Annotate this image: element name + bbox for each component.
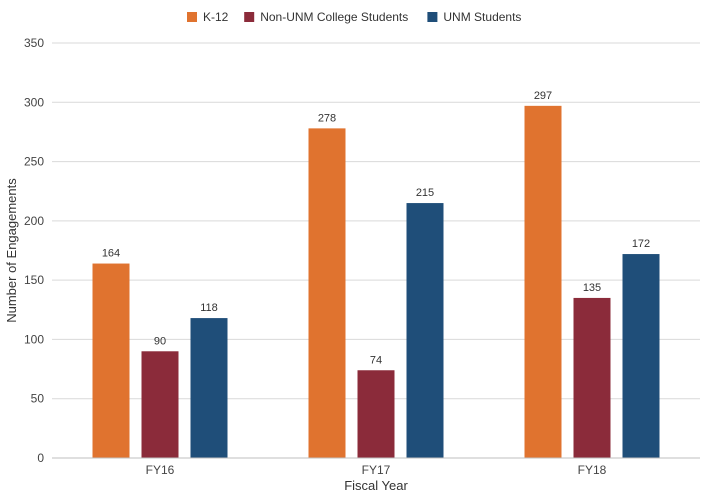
data-label: 215: [416, 187, 434, 199]
y-axis-ticks: 0 50 100 150 200 250 300 350: [24, 36, 44, 465]
legend-item: Non-UNM College Students: [244, 10, 408, 24]
x-axis-title: Fiscal Year: [344, 478, 408, 493]
bar-fy17-2: [406, 203, 444, 458]
y-tick-label: 300: [24, 95, 44, 109]
data-labels: 164 90 118 278 74 215 297 135 172: [102, 90, 650, 366]
legend-swatch: [244, 12, 255, 22]
data-label: 164: [102, 248, 120, 260]
legend-swatch: [187, 12, 197, 22]
bar-fy18-1: [573, 297, 611, 458]
bar-fy18-2: [622, 254, 660, 458]
bar-fy18-0: [524, 105, 562, 458]
gridlines: [52, 42, 700, 400]
legend-swatch: [427, 12, 438, 22]
bar-fy17-1: [357, 370, 395, 458]
legend-item: UNM Students: [427, 10, 521, 24]
legend: K-12 Non-UNM College Students UNM Students: [187, 10, 521, 24]
legend-label: UNM Students: [443, 10, 521, 24]
y-tick-label: 200: [24, 214, 44, 228]
y-tick-label: 350: [24, 36, 44, 50]
data-label: 118: [200, 302, 218, 314]
legend-label: Non-UNM College Students: [260, 10, 408, 24]
y-tick-label: 50: [31, 392, 45, 406]
y-tick-label: 250: [24, 155, 44, 169]
data-label: 297: [534, 90, 552, 102]
x-tick-label: FY17: [362, 463, 391, 477]
bar-fy17-0: [308, 128, 346, 458]
x-tick-label: FY16: [146, 463, 175, 477]
y-tick-label: 150: [24, 273, 44, 287]
data-label: 278: [318, 112, 336, 124]
data-label: 74: [370, 354, 382, 366]
bars: [92, 105, 660, 458]
x-tick-label: FY18: [578, 463, 607, 477]
x-axis-ticks: FY16 FY17 FY18: [146, 463, 607, 477]
bar-fy16-1: [141, 351, 179, 458]
bar-fy16-2: [190, 318, 228, 458]
legend-label: K-12: [203, 10, 229, 24]
data-label: 135: [583, 282, 601, 294]
data-label: 172: [632, 238, 650, 250]
bar-fy16-0: [92, 263, 130, 458]
y-axis-title: Number of Engagements: [4, 178, 19, 323]
y-tick-label: 100: [24, 332, 44, 346]
data-label: 90: [154, 335, 166, 347]
legend-item: K-12: [187, 10, 229, 24]
y-tick-label: 0: [37, 451, 44, 465]
